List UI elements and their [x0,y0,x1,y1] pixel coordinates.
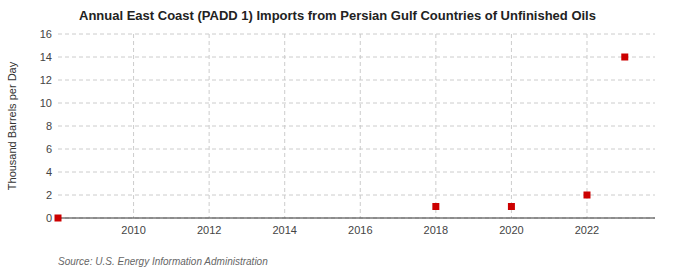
x-tick-label: 2012 [197,224,221,236]
grid [58,34,655,218]
y-grid-line [58,126,655,127]
x-tick-label: 2010 [121,224,145,236]
x-grid-line [133,34,134,218]
y-grid-line [58,149,655,150]
title: Annual East Coast (PADD 1) Imports from … [79,8,596,23]
x-grid-line [284,34,285,218]
y-tick-label: 12 [40,74,52,86]
x-tick-label: 2018 [424,224,448,236]
y-tick-label: 14 [40,51,52,63]
points [55,54,629,222]
point [55,215,62,222]
y-tick-label: 6 [46,143,52,155]
x-grid-line [435,34,436,218]
y-tick-label: 4 [46,166,52,178]
x-grid-line [586,34,587,218]
y-tick-label: 16 [40,28,52,40]
x-grid-line [360,34,361,218]
x-tick-label: 2020 [499,224,523,236]
x-axis-line [58,218,655,219]
y-grid-line [58,172,655,173]
y-grid-line [58,57,655,58]
y-grid-line [58,218,655,219]
point [508,203,515,210]
x-tick-label: 2014 [272,224,296,236]
chart: Annual East Coast (PADD 1) Imports from … [0,0,675,275]
y-tick-label: 8 [46,120,52,132]
x-grid-line [209,34,210,218]
source: Source: U.S. Energy Information Administ… [58,256,268,267]
y-grid-line [58,34,655,35]
point [621,54,628,61]
y-tick-label: 2 [46,189,52,201]
y-tick-label: 10 [40,97,52,109]
x-tick-label: 2022 [575,224,599,236]
y-grid-line [58,80,655,81]
y-tick-label: 0 [46,212,52,224]
x-grid-line [511,34,512,218]
y-grid-line [58,195,655,196]
x-tick-label: 2016 [348,224,372,236]
point [432,203,439,210]
y-grid-line [58,103,655,104]
point [583,192,590,199]
y-axis-label: Thousand Barrels per Day [6,61,18,190]
